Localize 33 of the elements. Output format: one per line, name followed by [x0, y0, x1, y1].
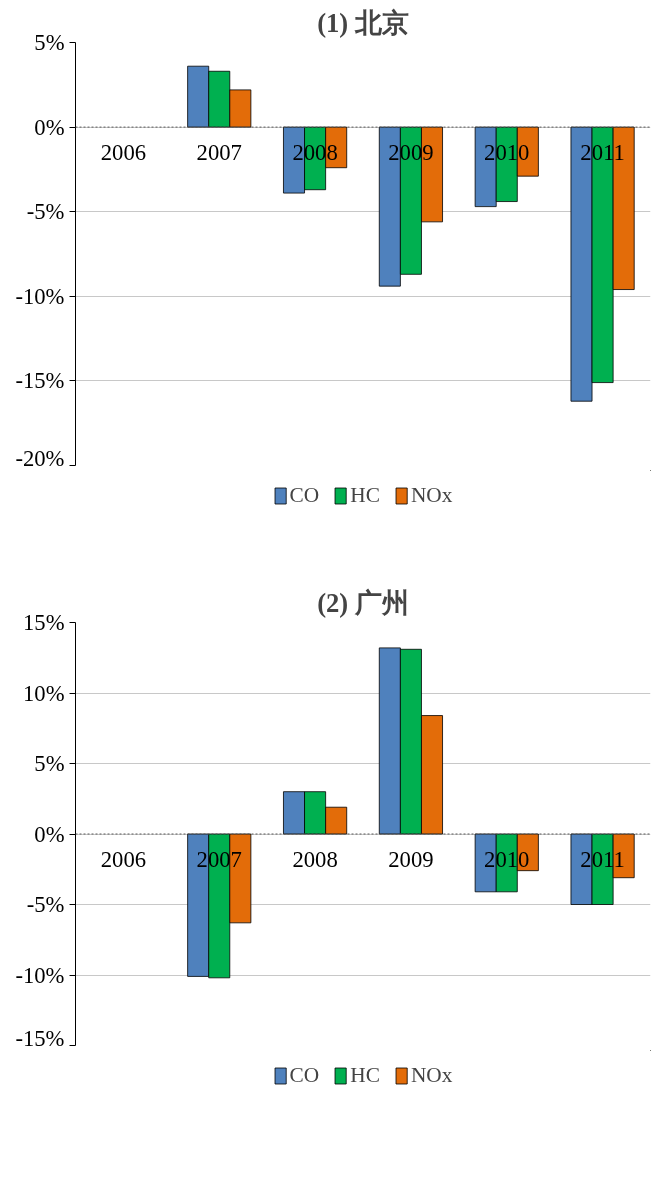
y-tick-label: -10% — [15, 962, 65, 988]
x-tick-label: 2008 — [292, 847, 338, 872]
x-tick-label: 2010 — [484, 847, 530, 872]
y-tick-label: 10% — [22, 680, 65, 706]
y-tick-label: 0% — [34, 821, 65, 847]
y-tick-label: -5% — [26, 199, 65, 225]
x-tick-label: 2011 — [580, 847, 625, 872]
legend-label: NOx — [410, 482, 453, 508]
x-tick-label: 2009 — [388, 847, 434, 872]
legend-label: HC — [350, 1062, 380, 1088]
x-tick-label: 2010 — [484, 140, 530, 166]
x-tick-label: 2007 — [196, 847, 242, 872]
legend-label: NOx — [410, 1062, 453, 1088]
x-tick-label: 2006 — [100, 140, 147, 166]
y-tick-label: 15% — [22, 610, 65, 635]
y-tick-label: -15% — [15, 1025, 65, 1051]
chart-title: (2) 广州 — [317, 587, 409, 618]
y-tick-label: 0% — [34, 114, 65, 140]
legend-label: CO — [289, 1062, 320, 1088]
y-tick-label: -15% — [15, 368, 65, 394]
y-tick-label: 5% — [34, 751, 65, 776]
x-tick-label: 2009 — [388, 140, 434, 166]
x-tick-label: 2007 — [196, 140, 242, 166]
x-tick-label: 2008 — [292, 140, 338, 166]
y-tick-label: -5% — [26, 892, 65, 917]
legend-label: CO — [289, 482, 320, 508]
y-tick-label: -10% — [15, 283, 65, 309]
legend-label: HC — [350, 482, 380, 508]
y-tick-label: 5% — [34, 30, 65, 55]
x-tick-label: 2011 — [580, 140, 625, 166]
chart-title: (1) 北京 — [317, 7, 409, 38]
y-tick-label: -20% — [15, 445, 65, 471]
x-tick-label: 2006 — [100, 847, 147, 872]
